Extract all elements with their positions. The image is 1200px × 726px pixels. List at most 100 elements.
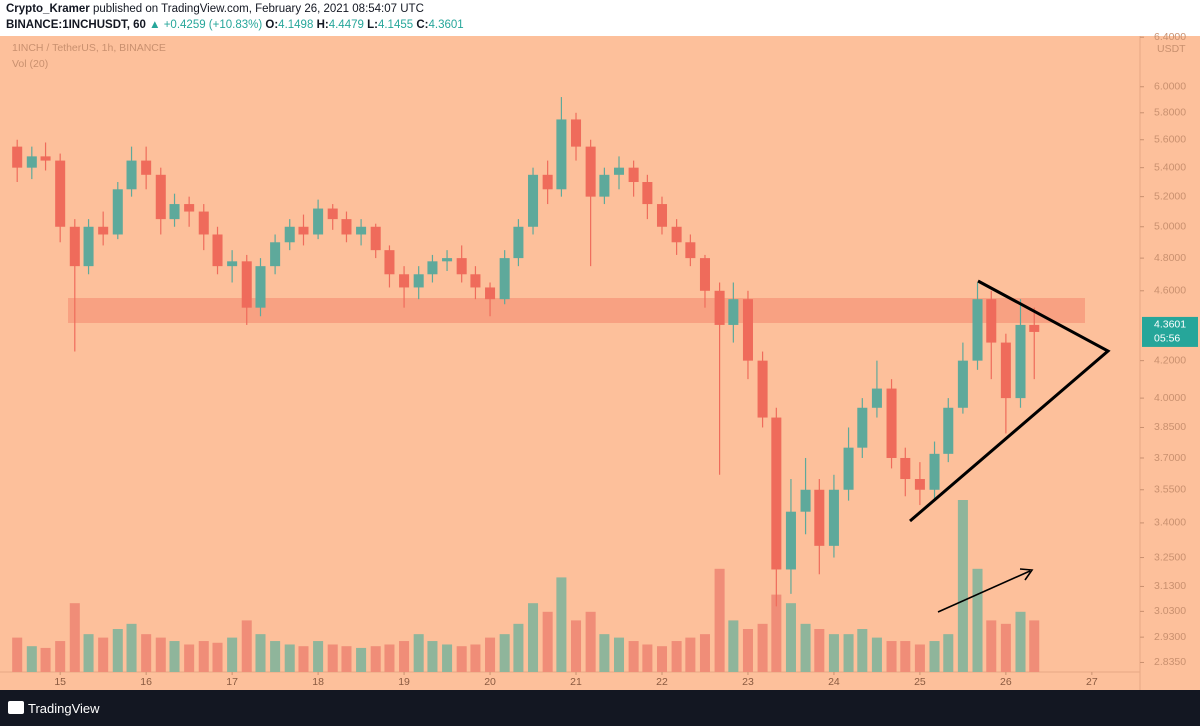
volume-bar (957, 500, 968, 672)
volume-bar (470, 644, 481, 672)
volume-bar (341, 646, 352, 672)
volume-bar (255, 634, 266, 672)
x-tick-label: 17 (226, 676, 238, 688)
volume-bar (327, 644, 338, 672)
volume-bar (270, 641, 281, 672)
candle-body (871, 388, 882, 408)
candle-body (456, 258, 467, 275)
volume-bar (384, 644, 395, 672)
volume-bar (284, 644, 295, 672)
volume-bar (126, 623, 137, 672)
ohlc-value: 4.3601 (428, 19, 464, 31)
candle-body (714, 290, 725, 325)
x-tick-label: 27 (1086, 676, 1098, 688)
volume-bar (485, 637, 496, 672)
candle-body (628, 167, 639, 183)
candle-body (356, 226, 367, 235)
candle-body (341, 219, 352, 235)
candle-body (485, 287, 496, 300)
volume-bar (613, 637, 625, 672)
candle-body (642, 182, 653, 205)
candle-body (929, 453, 940, 490)
volume-bar (828, 634, 839, 672)
candle-body (814, 489, 825, 546)
indicator-label: Vol (20) (12, 58, 48, 70)
x-tick-label: 20 (484, 676, 496, 688)
volume-bar (699, 634, 710, 672)
ohlc-label: C: (416, 19, 429, 31)
axes: 2.8350 2.9300 3.0300 3.1300 3.2500 3.4000 3.55… (54, 31, 1198, 688)
y-tick-label: 4.8000 (1154, 252, 1186, 264)
candle-body (470, 274, 481, 288)
volume-bar (298, 646, 309, 672)
volume-bar (972, 568, 983, 672)
volume-bar (83, 634, 94, 672)
candle-body (284, 226, 295, 243)
y-tick-label: 4.2000 (1154, 354, 1186, 366)
candle-body (141, 160, 152, 175)
volume-bar (785, 603, 796, 672)
volume-bar (456, 646, 467, 672)
volume-bar (914, 644, 925, 672)
candle-layer (12, 97, 1040, 607)
candle-body (957, 360, 968, 408)
candle-body (1015, 324, 1026, 399)
candle-body (370, 226, 381, 251)
candle-body (571, 119, 582, 147)
x-tick-label: 15 (54, 676, 66, 688)
header: Crypto_Kramer published on TradingView.c… (0, 0, 1200, 36)
volume-bar (413, 634, 424, 672)
volume-bar (728, 620, 739, 672)
volume-bar (513, 623, 524, 672)
candle-body (986, 299, 997, 343)
candle-body (699, 258, 710, 291)
chart-background (0, 36, 1200, 690)
volume-bar (198, 641, 209, 672)
volume-bar (871, 637, 882, 672)
candle-body (728, 299, 739, 325)
candle-body (442, 258, 453, 262)
x-tick-label: 16 (140, 676, 152, 688)
candle-body (914, 479, 925, 490)
candle-body (1029, 324, 1040, 332)
candle-body (69, 226, 80, 267)
candle-body (12, 146, 23, 168)
volume-bar (241, 620, 252, 672)
volume-bar (742, 629, 753, 672)
author: Crypto_Kramer (6, 3, 90, 15)
candle-body (241, 261, 252, 308)
y-tick-label: 3.2500 (1154, 551, 1186, 563)
last-price-label: 4.3601 (1154, 319, 1186, 331)
volume-bar (843, 634, 854, 672)
candle-body (227, 261, 238, 267)
volume-bar (599, 634, 610, 672)
volume-bar (886, 641, 897, 672)
volume-bar (1015, 611, 1026, 672)
candle-body (327, 208, 338, 220)
volume-bar (112, 629, 123, 672)
y-tick-label: 3.8500 (1154, 421, 1186, 433)
volume-bar (900, 641, 911, 672)
trend-arrow (937, 570, 1031, 613)
x-tick-label: 19 (398, 676, 410, 688)
arrow-head (1019, 568, 1034, 581)
candle-body (112, 189, 123, 235)
volume-bar (800, 623, 811, 672)
volume-layer (12, 500, 1040, 672)
ohlc-value: 4.1455 (377, 19, 414, 31)
candle-body (98, 226, 109, 235)
y-tick-label: 3.0300 (1154, 605, 1186, 617)
y-tick-label: 3.5500 (1154, 484, 1186, 496)
volume-bar (929, 641, 940, 672)
x-tick-label: 24 (828, 676, 840, 688)
ohlc-label: H: (316, 19, 329, 31)
y-tick-label: 5.4000 (1154, 161, 1186, 173)
volume-bar (141, 634, 152, 672)
volume-bar (571, 620, 582, 672)
candle-body (499, 258, 510, 300)
candle-body (943, 407, 954, 454)
volume-bar (184, 644, 195, 672)
x-tick-label: 18 (312, 676, 324, 688)
volume-bar (685, 637, 696, 672)
